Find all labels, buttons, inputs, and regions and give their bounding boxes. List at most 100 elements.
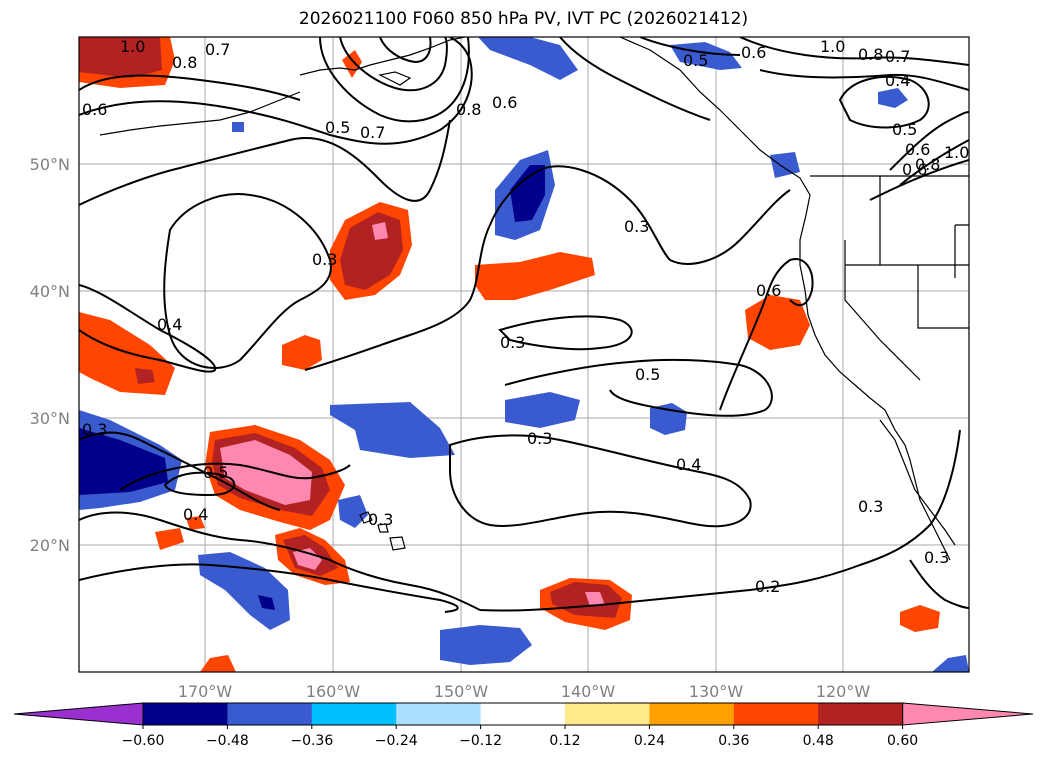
colorbar-segment <box>649 703 735 725</box>
contour-label: 0.3 <box>924 548 949 567</box>
anomaly-patch-positive <box>340 212 403 290</box>
colorbar-label: 0.12 <box>549 733 580 749</box>
colorbar-extend-min <box>13 702 144 726</box>
anomaly-patch-positive <box>342 50 362 78</box>
contour-label: 0.7 <box>360 123 385 142</box>
contour-label: 0.7 <box>885 47 910 66</box>
anomaly-patch-positive <box>186 516 205 530</box>
anomaly-patch-positive <box>475 252 595 300</box>
colorbar-label: 0.24 <box>634 733 665 749</box>
contour-label: 0.2 <box>755 577 780 596</box>
anomaly-patch-negative <box>505 392 580 428</box>
colorbar-segment <box>143 703 228 725</box>
contour-label: 0.3 <box>82 420 107 439</box>
anomaly-patch-negative <box>258 595 275 610</box>
colorbar-segment <box>818 703 904 725</box>
colorbar-segment <box>733 703 819 725</box>
colorbar-frame <box>142 702 904 726</box>
lat-label: 40°N <box>30 282 70 301</box>
contour-label: 0.4 <box>183 505 208 524</box>
anomaly-patch-negative <box>670 42 742 70</box>
contour-label: 0.5 <box>203 463 228 482</box>
lon-label: 120°W <box>816 682 871 701</box>
anomaly-patch-positive <box>282 335 322 370</box>
contour-label: 0.6 <box>756 281 781 300</box>
anomaly-patch-positive <box>200 655 236 672</box>
anomaly-patch-negative <box>232 122 244 132</box>
anomaly-patch-positive <box>900 605 940 632</box>
contour-label: 0.5 <box>683 51 708 70</box>
pv-contours <box>79 37 969 613</box>
contour-label: 0.3 <box>500 333 525 352</box>
anomaly-patch-negative <box>440 625 532 665</box>
anomaly-patch-positive <box>220 440 312 505</box>
colorbar: −0.60 −0.48 −0.36 −0.24 −0.12 0.12 0.24 0.36 0.4… <box>13 702 1034 749</box>
contour-label: 0.4 <box>157 315 182 334</box>
contour-label-group: 1.0 0.8 0.7 0.6 0.5 0.7 0.8 0.6 0.5 0.6 … <box>82 37 969 596</box>
colorbar-segment <box>227 703 313 725</box>
colorbar-label: 0.48 <box>803 733 834 749</box>
anomaly-patch-negative <box>330 402 455 458</box>
lon-label: 160°W <box>306 682 361 701</box>
anomaly-patch-negative <box>198 552 290 630</box>
colorbar-label: −0.60 <box>122 733 165 749</box>
contour-label: 1.0 <box>820 37 845 56</box>
contour-label: 0.6 <box>492 93 517 112</box>
colorbar-segments <box>13 702 1034 726</box>
anomaly-patch-positive <box>135 368 155 384</box>
colorbar-labels: −0.60 −0.48 −0.36 −0.24 −0.12 0.12 0.24 0.36 0.4… <box>122 733 919 749</box>
coastlines <box>99 37 969 561</box>
contour-label: 0.6 <box>902 160 927 179</box>
anomaly-patch-negative <box>932 655 969 672</box>
anomaly-patch-positive <box>293 548 322 570</box>
colorbar-segment <box>311 703 397 725</box>
colorbar-label: −0.24 <box>375 733 418 749</box>
colorbar-label: −0.36 <box>290 733 333 749</box>
anomaly-patch-negative <box>878 88 908 108</box>
anomaly-patch-negative <box>478 37 578 80</box>
contour-label: 0.6 <box>905 140 930 159</box>
colorbar-extend-max <box>902 702 1034 726</box>
anomaly-patch-positive <box>585 592 605 606</box>
anomaly-patch-positive <box>155 528 184 550</box>
map-title: 2026021100 F060 850 hPa PV, IVT PC (2026… <box>298 9 749 29</box>
contour-label: 0.4 <box>885 71 910 90</box>
anomaly-patch-negative <box>510 165 545 222</box>
contour-label: 1.0 <box>944 143 969 162</box>
contour-label: 0.5 <box>892 120 917 139</box>
lon-label: 150°W <box>434 682 489 701</box>
contour-label: 0.6 <box>741 43 766 62</box>
latitude-labels: 50°N 40°N 30°N 20°N <box>30 155 70 555</box>
colorbar-ticks <box>142 725 904 729</box>
contour-label: 0.5 <box>325 118 350 137</box>
contour-label: 0.4 <box>676 455 701 474</box>
lon-label: 130°W <box>689 682 744 701</box>
colorbar-label: 0.36 <box>718 733 749 749</box>
colorbar-segment <box>480 703 566 725</box>
colorbar-segment <box>396 703 482 725</box>
contour-label: 0.3 <box>527 429 552 448</box>
lat-label: 20°N <box>30 536 70 555</box>
colorbar-label: 0.60 <box>887 733 918 749</box>
contour-label: 0.8 <box>915 155 940 174</box>
colorbar-label: −0.12 <box>459 733 502 749</box>
anomaly-patch-positive <box>372 222 388 240</box>
contour-label: 0.3 <box>858 497 883 516</box>
anomaly-patch-negative <box>338 495 368 528</box>
lon-label: 170°W <box>178 682 233 701</box>
contour-label: 0.3 <box>312 250 337 269</box>
colorbar-label: −0.48 <box>206 733 249 749</box>
anomaly-patch-negative <box>79 428 168 495</box>
lon-label: 140°W <box>561 682 616 701</box>
colorbar-segment <box>565 703 650 725</box>
contour-label: 0.8 <box>456 100 481 119</box>
lat-label: 50°N <box>30 155 70 174</box>
contour-label: 0.8 <box>858 45 883 64</box>
contour-label: 0.8 <box>172 53 197 72</box>
anomaly-patch-positive <box>79 37 162 78</box>
filled-anomalies <box>79 37 969 672</box>
anomaly-patch-positive <box>550 582 622 618</box>
contour-label: 0.5 <box>635 365 660 384</box>
contour-label: 0.3 <box>624 217 649 236</box>
map-panel: 1.0 0.8 0.7 0.6 0.5 0.7 0.8 0.6 0.5 0.6 … <box>78 36 970 673</box>
